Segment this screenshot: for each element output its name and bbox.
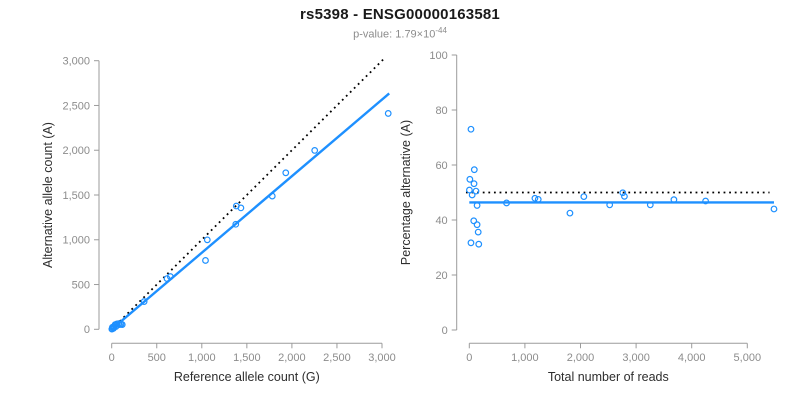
x-tick-label: 2,000 [278,352,306,364]
x-tick-label: 1,500 [233,352,261,364]
data-point [166,273,174,280]
y-tick-label: 100 [429,50,447,62]
data-point [467,125,475,133]
data-point [202,257,209,264]
data-point [531,194,539,202]
y-tick-label: 500 [72,279,90,291]
fit-line [110,92,390,331]
y-tick-label: 1,500 [62,190,90,202]
data-point [474,228,482,236]
data-point [282,169,290,177]
data-point [566,209,574,217]
data-point [163,275,171,283]
data-point [311,147,319,154]
x-tick-label: 4,000 [678,352,706,364]
y-tick-label: 0 [84,324,90,336]
x-tick-label: 2,000 [567,352,595,364]
x-tick-label: 5,000 [734,352,762,364]
pvalue-exponent: -44 [435,26,447,35]
data-point [232,220,240,228]
y-tick-label: 1,000 [62,235,90,247]
identity-line [111,56,387,330]
data-point [118,321,126,328]
data-point [534,195,542,203]
pvalue-text: p-value: 1.79×10 [353,28,436,41]
x-tick-label: 0 [466,352,472,364]
data-point [621,192,628,200]
y-tick-label: 2,000 [62,145,90,157]
y-tick-label: 3,000 [62,56,90,68]
data-point [268,192,276,200]
data-point [702,197,709,205]
data-point [466,186,473,194]
y-tick-label: 60 [435,160,447,172]
data-point [472,187,480,195]
y-tick-label: 0 [442,325,448,337]
allele-count-scatter: 0 500 1,000 1,500 2,000 2,500 3,000 0 500 1,000 1,… [41,56,396,385]
y-axis-title: Percentage alternative (A) [399,120,413,265]
percentage-scatter: 0 20 40 60 80 100 0 1,000 2,000 3,000 4,000 5,000 To… [399,50,778,384]
y-tick-label: 2,500 [62,100,90,112]
data-point [475,240,483,248]
data-point [470,180,478,188]
y-tick-label: 80 [435,105,447,117]
x-axis-title: Total number of reads [548,370,669,384]
data-point [670,196,678,204]
data-point [580,193,588,201]
data-point [470,166,478,174]
data-point [473,221,481,229]
figure-title: rs5398 - ENSG00000163581 [300,6,500,23]
data-point [470,217,478,225]
data-point [473,202,481,209]
figure-subtitle: p-value: 1.79×10-44 [0,26,800,41]
data-point [384,110,392,117]
y-tick-label: 40 [435,215,447,227]
x-tick-label: 3,000 [368,352,396,364]
data-point [140,298,148,305]
x-tick-label: 2,500 [323,352,351,364]
x-tick-label: 3,000 [622,352,650,364]
data-point [619,189,627,197]
data-point [466,175,474,183]
data-point [606,201,614,209]
data-point [110,325,117,332]
data-point [503,199,510,207]
x-axis-title: Reference allele count (G) [174,370,320,384]
data-point [646,201,654,209]
data-point [468,191,476,199]
x-tick-label: 1,000 [188,352,216,364]
data-point [237,204,245,212]
data-point [467,239,475,247]
y-axis-title: Alternative allele count (A) [41,122,55,268]
x-tick-label: 0 [109,352,115,364]
y-tick-label: 20 [435,270,447,282]
data-point [770,205,778,213]
data-point [203,236,211,244]
x-tick-label: 500 [148,352,166,364]
x-tick-label: 1,000 [511,352,539,364]
